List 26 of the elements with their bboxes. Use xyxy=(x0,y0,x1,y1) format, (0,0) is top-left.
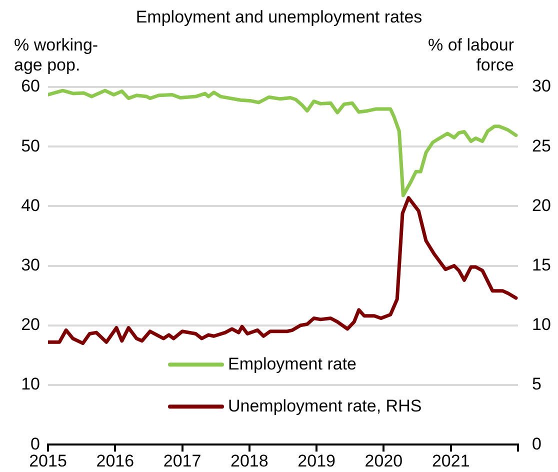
y2-tick-label: 30 xyxy=(532,76,551,96)
y2-tick-label: 0 xyxy=(532,434,542,454)
y-tick-label: 0 xyxy=(30,434,40,454)
x-tick-label: 2017 xyxy=(163,451,202,470)
x-tick-label: 2015 xyxy=(29,451,67,470)
legend-label: Unemployment rate, RHS xyxy=(228,396,422,416)
y-tick-label: 50 xyxy=(21,136,40,156)
x-tick-label: 2016 xyxy=(96,451,134,470)
y2-tick-label: 5 xyxy=(532,374,542,394)
y2-tick-label: 25 xyxy=(532,136,551,156)
y-axis-title: % working- age pop. xyxy=(14,36,98,75)
legend-label: Employment rate xyxy=(228,354,356,374)
x-tick-label: 2019 xyxy=(298,451,336,470)
x-tick-label: 2018 xyxy=(230,451,268,470)
y2-tick-label: 15 xyxy=(532,255,551,274)
y-tick-label: 10 xyxy=(21,374,40,394)
y2-tick-label: 20 xyxy=(532,196,551,215)
y-tick-label: 20 xyxy=(21,315,40,334)
y-tick-label: 60 xyxy=(21,76,40,96)
y-tick-label: 30 xyxy=(21,255,40,274)
x-tick-label: 2021 xyxy=(432,451,470,470)
y2-axis-title: % of labour force xyxy=(428,36,514,75)
x-tick-label: 2020 xyxy=(364,451,403,470)
y2-tick-label: 10 xyxy=(532,315,551,334)
y-tick-label: 40 xyxy=(21,196,40,215)
chart-title: Employment and unemployment rates xyxy=(136,8,422,27)
